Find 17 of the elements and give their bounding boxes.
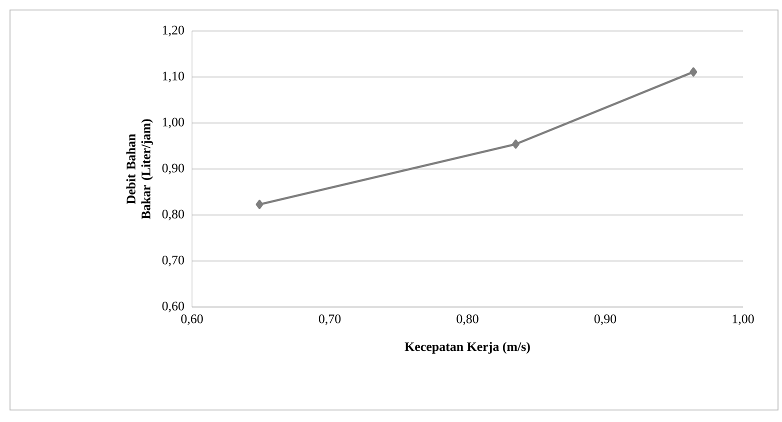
- point: [512, 140, 520, 149]
- y-tick-label: 1,00: [162, 118, 184, 128]
- y-tick-label: 0,80: [162, 210, 184, 220]
- x-axis-title: Kecepatan Kerja (m/s): [404, 342, 530, 354]
- y-tick-label: 0,90: [162, 164, 184, 174]
- y-tick-label: 0,60: [162, 302, 184, 312]
- x-tick-label: 1,00: [732, 314, 754, 326]
- y-tick-label: 1,10: [162, 72, 184, 82]
- x-tick-label: 0,80: [456, 314, 478, 326]
- y-tick-label: 0,70: [162, 256, 184, 266]
- point: [690, 67, 698, 77]
- y-tick-label: 1,20: [162, 26, 184, 36]
- x-tick-label: 0,60: [181, 314, 203, 326]
- y-axis-title: Debit Bahan Bakar (Liter/jam): [126, 119, 153, 220]
- point: [256, 200, 264, 209]
- x-tick-label: 0,90: [594, 314, 616, 326]
- x-tick-label: 0,70: [318, 314, 341, 326]
